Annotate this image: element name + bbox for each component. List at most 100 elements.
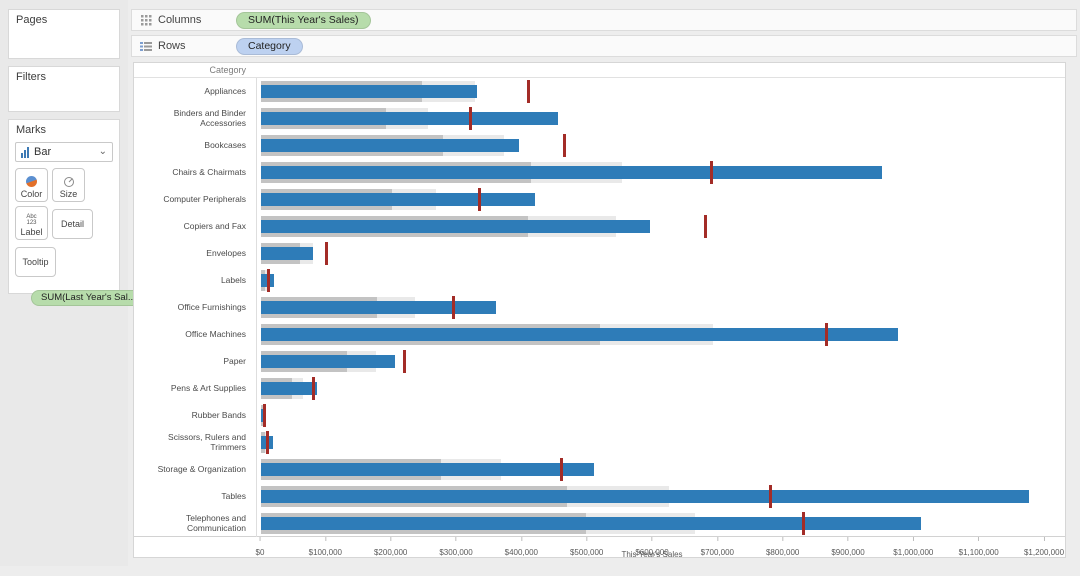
x-axis-tick: $400,000 <box>505 537 538 560</box>
row-field-header[interactable]: Category <box>209 65 246 75</box>
category-label[interactable]: Rubber Bands <box>191 409 246 420</box>
this-year-sales-bar[interactable] <box>261 355 395 368</box>
marks-label: Marks <box>16 124 46 136</box>
row-plot <box>256 159 1065 186</box>
category-row: Bookcases <box>134 132 1065 159</box>
mark-type-dropdown[interactable]: Bar ⌄ <box>15 142 113 162</box>
columns-shelf-label: Columns <box>158 14 202 26</box>
x-axis-tick: $300,000 <box>439 537 473 560</box>
x-axis-tick: $900,000 <box>831 537 865 560</box>
last-year-sales-reference-line <box>452 296 456 319</box>
this-year-sales-bar[interactable] <box>261 382 317 395</box>
label-icon: Abc 123 <box>26 214 37 226</box>
category-row: Scissors, Rulers and Trimmers <box>134 429 1065 456</box>
category-label[interactable]: Pens & Art Supplies <box>170 382 246 393</box>
filters-label: Filters <box>16 71 46 83</box>
category-label[interactable]: Scissors, Rulers and Trimmers <box>168 432 246 452</box>
category-row: Office Machines <box>134 321 1065 348</box>
rows-icon <box>140 41 152 51</box>
category-label[interactable]: Chairs & Chairmats <box>172 166 246 177</box>
detail-button-label: Detail <box>60 219 84 229</box>
chevron-down-icon: ⌄ <box>98 146 107 157</box>
rows-pill-category[interactable]: Category <box>236 37 303 55</box>
columns-shelf[interactable]: Columns SUM(This Year's Sales) <box>131 9 1077 31</box>
row-plot <box>256 132 1065 159</box>
category-label[interactable]: Labels <box>220 274 246 285</box>
color-button[interactable]: Color <box>15 168 48 202</box>
rows-shelf[interactable]: Rows Category <box>131 35 1077 57</box>
category-row: Telephones and Communication <box>134 510 1065 537</box>
category-row: Computer Peripherals <box>134 186 1065 213</box>
last-year-sales-reference-line <box>710 161 714 184</box>
x-axis-tick: $500,000 <box>570 537 603 560</box>
category-row: Tables <box>134 483 1065 510</box>
row-plot <box>256 456 1065 483</box>
x-axis: $0 $100,000 $200,000 $300,000 $400,000 $500,0… <box>134 537 1065 560</box>
this-year-sales-bar[interactable] <box>261 220 650 233</box>
size-icon <box>63 177 74 187</box>
row-plot <box>256 186 1065 213</box>
last-year-sales-reference-line <box>824 323 828 346</box>
chart-rows: Appliances Binders and Binder Accessories… <box>134 78 1065 537</box>
category-label[interactable]: Paper <box>223 355 246 366</box>
row-plot <box>256 483 1065 510</box>
last-year-sales-reference-line <box>266 431 270 454</box>
category-label[interactable]: Tables <box>221 490 246 501</box>
this-year-sales-bar[interactable] <box>261 301 497 314</box>
this-year-sales-bar[interactable] <box>261 517 921 530</box>
this-year-sales-bar[interactable] <box>261 139 520 152</box>
last-year-sales-reference-line <box>801 512 805 535</box>
pages-shelf[interactable]: Pages <box>8 9 120 59</box>
last-year-sales-reference-line <box>468 107 472 130</box>
category-label[interactable]: Appliances <box>204 85 246 96</box>
last-year-sales-reference-line <box>563 134 567 157</box>
columns-pill-this-years-sales[interactable]: SUM(This Year's Sales) <box>236 11 371 29</box>
category-label[interactable]: Office Furnishings <box>177 301 246 312</box>
category-row: Paper <box>134 348 1065 375</box>
this-year-sales-bar[interactable] <box>261 85 477 98</box>
size-button-label: Size <box>59 189 78 199</box>
last-year-sales-reference-line <box>703 215 707 238</box>
row-plot <box>256 402 1065 429</box>
filters-shelf[interactable]: Filters <box>8 66 120 112</box>
category-label[interactable]: Computer Peripherals <box>163 193 246 204</box>
row-plot <box>256 348 1065 375</box>
tooltip-button[interactable]: Tooltip <box>15 247 56 277</box>
size-button[interactable]: Size <box>52 168 85 202</box>
this-year-sales-bar[interactable] <box>261 112 559 125</box>
category-row: Copiers and Fax <box>134 213 1065 240</box>
marks-buttons: Color Size Abc 123 Label Detail <box>15 168 113 277</box>
row-plot <box>256 321 1065 348</box>
this-year-sales-bar[interactable] <box>261 409 264 422</box>
category-label[interactable]: Bookcases <box>204 139 246 150</box>
row-plot <box>256 510 1065 537</box>
category-label[interactable]: Office Machines <box>185 328 246 339</box>
label-button-label: Label <box>20 227 43 237</box>
category-label[interactable]: Storage & Organization <box>157 463 246 474</box>
rows-shelf-label: Rows <box>158 40 186 52</box>
this-year-sales-bar[interactable] <box>261 328 898 341</box>
sidebar: Pages Filters Marks Bar ⌄ Color <box>0 0 144 566</box>
this-year-sales-bar[interactable] <box>261 166 882 179</box>
detail-button[interactable]: Detail <box>52 209 93 239</box>
category-label[interactable]: Telephones and Communication <box>185 513 246 533</box>
last-year-sales-reference-line <box>527 80 531 103</box>
marks-pill-last-years-sales[interactable]: SUM(Last Year's Sal.. <box>31 289 144 306</box>
x-axis-tick: $0 <box>256 537 264 560</box>
this-year-sales-bar[interactable] <box>261 247 314 260</box>
color-icon <box>26 176 37 187</box>
category-label[interactable]: Envelopes <box>206 247 246 258</box>
category-label[interactable]: Binders and Binder Accessories <box>173 108 246 128</box>
label-button[interactable]: Abc 123 Label <box>15 206 48 240</box>
row-plot <box>256 213 1065 240</box>
category-label[interactable]: Copiers and Fax <box>183 220 246 231</box>
row-plot <box>256 294 1065 321</box>
last-year-sales-reference-line <box>262 404 266 427</box>
this-year-sales-bar[interactable] <box>261 490 1029 503</box>
row-plot <box>256 429 1065 456</box>
this-year-sales-bar[interactable] <box>261 463 595 476</box>
x-axis-tick: $1,100,000 <box>959 537 999 560</box>
this-year-sales-bar[interactable] <box>261 193 536 206</box>
mark-type-label: Bar <box>34 146 52 158</box>
bar-chart-icon <box>21 146 29 158</box>
